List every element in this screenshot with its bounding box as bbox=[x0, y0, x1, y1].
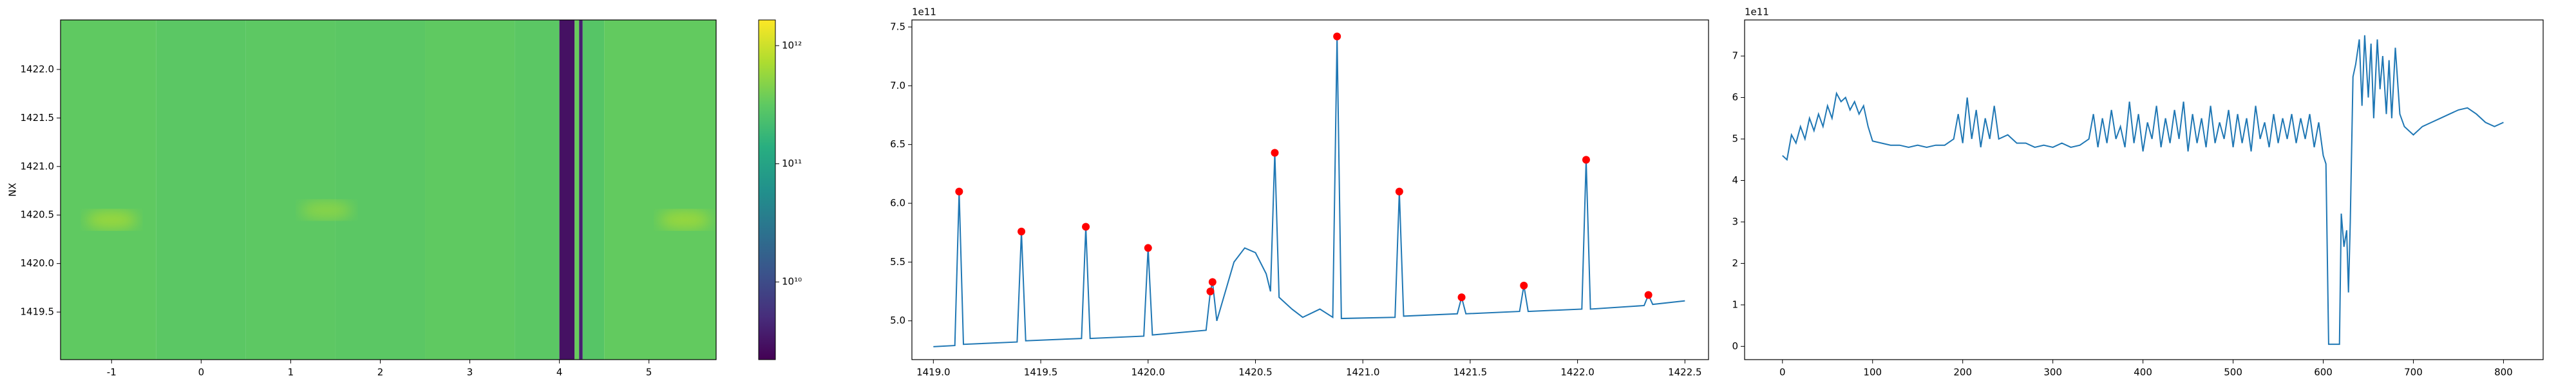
y-tick-label: 7 bbox=[1732, 50, 1738, 62]
y-tick-label: 1420.0 bbox=[21, 257, 55, 269]
x-tick-label: 3 bbox=[467, 367, 473, 378]
x-tick-label: 1421.5 bbox=[1454, 367, 1488, 378]
y-offset-label: 1e11 bbox=[1745, 6, 1769, 18]
heatmap-column bbox=[515, 20, 560, 360]
y-tick-label: 6 bbox=[1732, 91, 1738, 103]
x-tick-label: 1422.0 bbox=[1560, 367, 1595, 378]
heatmap-column bbox=[61, 20, 156, 360]
y-tick-label: 4 bbox=[1732, 174, 1738, 186]
x-tick-label: 400 bbox=[2134, 367, 2152, 378]
x-tick-label: 1420.0 bbox=[1132, 367, 1166, 378]
x-tick-label: 500 bbox=[2224, 367, 2242, 378]
heatmap-column bbox=[245, 20, 336, 360]
x-tick-label: 2 bbox=[377, 367, 384, 378]
x-tick-label: 1419.5 bbox=[1024, 367, 1058, 378]
x-tick-label: 5 bbox=[646, 367, 652, 378]
peak-marker bbox=[1018, 227, 1026, 235]
x-tick-label: 0 bbox=[198, 367, 205, 378]
peak-marker bbox=[1144, 244, 1152, 252]
heatmap-column bbox=[425, 20, 515, 360]
colorbar bbox=[758, 19, 776, 360]
x-tick-label: 800 bbox=[2494, 367, 2513, 378]
y-tick-label: 1419.5 bbox=[21, 306, 55, 318]
heatmap-column bbox=[156, 20, 246, 360]
data-line bbox=[933, 36, 1685, 347]
x-tick-label: 200 bbox=[1953, 367, 1972, 378]
x-tick-label: 600 bbox=[2314, 367, 2333, 378]
heatmap-column bbox=[574, 20, 580, 360]
heatmap-spot bbox=[301, 201, 353, 219]
x-tick-label: 1420.5 bbox=[1238, 367, 1273, 378]
y-tick-label: 5.0 bbox=[890, 315, 905, 326]
peak-marker bbox=[1333, 32, 1341, 41]
peak-marker bbox=[1208, 278, 1217, 286]
colorbar-tick-label: 10¹¹ bbox=[782, 158, 802, 169]
y-tick-label: 1421.5 bbox=[21, 112, 55, 124]
x-tick-label: 1 bbox=[288, 367, 294, 378]
heatmap-spot bbox=[86, 210, 138, 229]
x-tick-label: 300 bbox=[2043, 367, 2062, 378]
colorbar-tick-label: 10¹⁰ bbox=[782, 276, 802, 288]
x-tick-label: 1422.5 bbox=[1668, 367, 1702, 378]
peak-marker bbox=[1082, 223, 1090, 231]
x-tick-label: 100 bbox=[1863, 367, 1882, 378]
peak-marker bbox=[955, 187, 963, 196]
heatmap-column bbox=[582, 20, 605, 360]
heatmap-column bbox=[604, 20, 716, 360]
x-tick-label: 700 bbox=[2404, 367, 2423, 378]
peak-marker bbox=[1457, 293, 1466, 302]
peak-marker bbox=[1644, 291, 1653, 299]
y-offset-label: 1e11 bbox=[912, 6, 936, 18]
y-tick-label: 0 bbox=[1732, 340, 1738, 352]
x-tick-label: 1421.0 bbox=[1346, 367, 1380, 378]
heatmap-column bbox=[559, 20, 575, 360]
x-tick-label: -1 bbox=[107, 367, 117, 378]
axes-frame bbox=[911, 19, 1709, 360]
colorbar-tick-label: 10¹² bbox=[782, 39, 802, 51]
peak-marker bbox=[1206, 288, 1215, 296]
y-tick-label: 6.5 bbox=[890, 138, 905, 150]
y-tick-label: 1420.5 bbox=[21, 209, 55, 221]
axes-frame bbox=[60, 19, 717, 360]
heatmap-column bbox=[335, 20, 426, 360]
y-tick-label: 7.0 bbox=[890, 80, 905, 91]
y-tick-label: 7.5 bbox=[890, 21, 905, 32]
y-axis-label: NX bbox=[7, 183, 19, 197]
y-tick-label: 3 bbox=[1732, 216, 1738, 227]
x-tick-label: 0 bbox=[1779, 367, 1786, 378]
x-tick-label: 1419.0 bbox=[916, 367, 951, 378]
x-tick-label: 4 bbox=[556, 367, 563, 378]
y-tick-label: 5 bbox=[1732, 133, 1738, 145]
y-tick-label: 1 bbox=[1732, 299, 1738, 310]
data-line bbox=[1782, 35, 2504, 345]
peak-marker bbox=[1582, 156, 1590, 164]
y-tick-label: 1422.0 bbox=[21, 63, 55, 75]
peak-marker bbox=[1520, 281, 1528, 290]
axes-frame bbox=[1744, 19, 2544, 360]
y-tick-label: 6.0 bbox=[890, 198, 905, 209]
heatmap-column bbox=[579, 20, 583, 360]
y-tick-label: 5.5 bbox=[890, 256, 905, 268]
y-tick-label: 2 bbox=[1732, 257, 1738, 269]
y-tick-label: 1421.0 bbox=[21, 160, 55, 172]
heatmap-spot bbox=[659, 210, 711, 229]
peak-marker bbox=[1395, 187, 1403, 196]
peak-marker bbox=[1271, 149, 1279, 157]
